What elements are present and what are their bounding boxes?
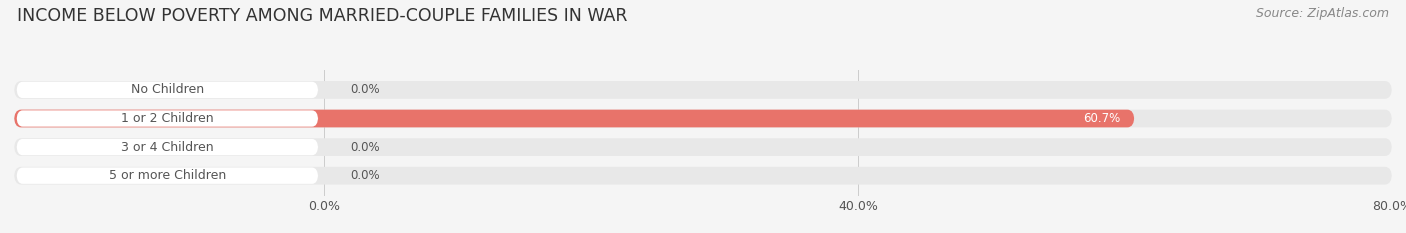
- Text: 0.0%: 0.0%: [350, 83, 380, 96]
- Text: 1 or 2 Children: 1 or 2 Children: [121, 112, 214, 125]
- FancyBboxPatch shape: [17, 110, 318, 127]
- Text: INCOME BELOW POVERTY AMONG MARRIED-COUPLE FAMILIES IN WAR: INCOME BELOW POVERTY AMONG MARRIED-COUPL…: [17, 7, 627, 25]
- FancyBboxPatch shape: [17, 139, 318, 155]
- Text: 0.0%: 0.0%: [350, 140, 380, 154]
- Text: 0.0%: 0.0%: [350, 169, 380, 182]
- FancyBboxPatch shape: [14, 167, 1392, 185]
- FancyBboxPatch shape: [14, 110, 1135, 127]
- FancyBboxPatch shape: [17, 168, 318, 184]
- Text: Source: ZipAtlas.com: Source: ZipAtlas.com: [1256, 7, 1389, 20]
- FancyBboxPatch shape: [14, 81, 1392, 99]
- FancyBboxPatch shape: [14, 138, 1392, 156]
- Text: 5 or more Children: 5 or more Children: [108, 169, 226, 182]
- FancyBboxPatch shape: [14, 110, 1392, 127]
- Text: No Children: No Children: [131, 83, 204, 96]
- FancyBboxPatch shape: [17, 82, 318, 98]
- Text: 3 or 4 Children: 3 or 4 Children: [121, 140, 214, 154]
- Text: 60.7%: 60.7%: [1083, 112, 1121, 125]
